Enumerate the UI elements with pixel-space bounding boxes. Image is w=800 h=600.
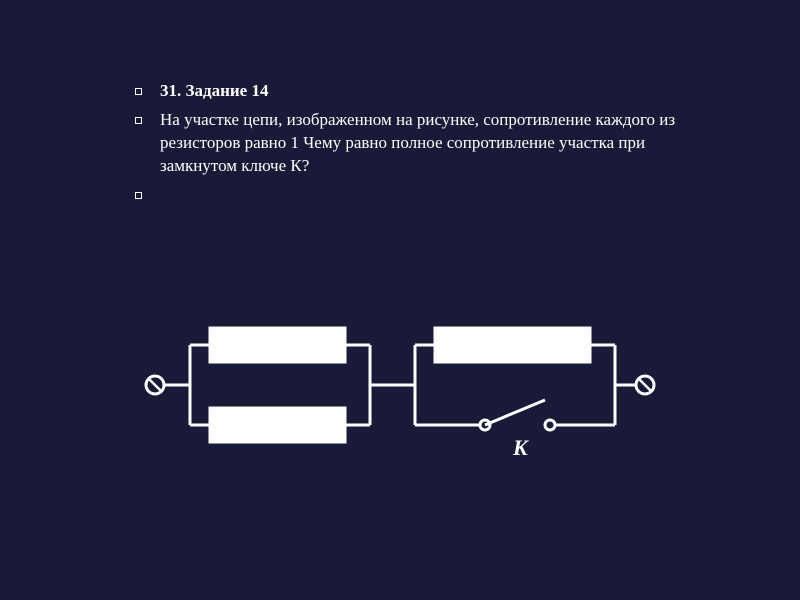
content-area: 31. Задание 14 На участке цепи, изображе… bbox=[0, 0, 800, 199]
resistor-bottom-left bbox=[210, 408, 345, 442]
bullet-icon bbox=[135, 192, 142, 199]
switch-arm bbox=[485, 400, 545, 425]
switch-contact-right bbox=[545, 420, 555, 430]
circuit-svg: K bbox=[135, 300, 665, 480]
task-title: 31. Задание 14 bbox=[160, 80, 268, 103]
circuit-diagram: K bbox=[135, 300, 665, 480]
terminal-right-slash bbox=[639, 379, 651, 391]
bullet-icon bbox=[135, 117, 142, 124]
resistor-top-right bbox=[435, 328, 590, 362]
switch-label: K bbox=[512, 435, 529, 460]
task-title-item: 31. Задание 14 bbox=[135, 80, 680, 103]
task-description-item: На участке цепи, изображенном на рисунке… bbox=[135, 109, 680, 178]
bullet-icon bbox=[135, 88, 142, 95]
empty-item bbox=[135, 184, 680, 199]
resistor-top-left bbox=[210, 328, 345, 362]
task-description: На участке цепи, изображенном на рисунке… bbox=[160, 109, 680, 178]
terminal-left-slash bbox=[149, 379, 161, 391]
